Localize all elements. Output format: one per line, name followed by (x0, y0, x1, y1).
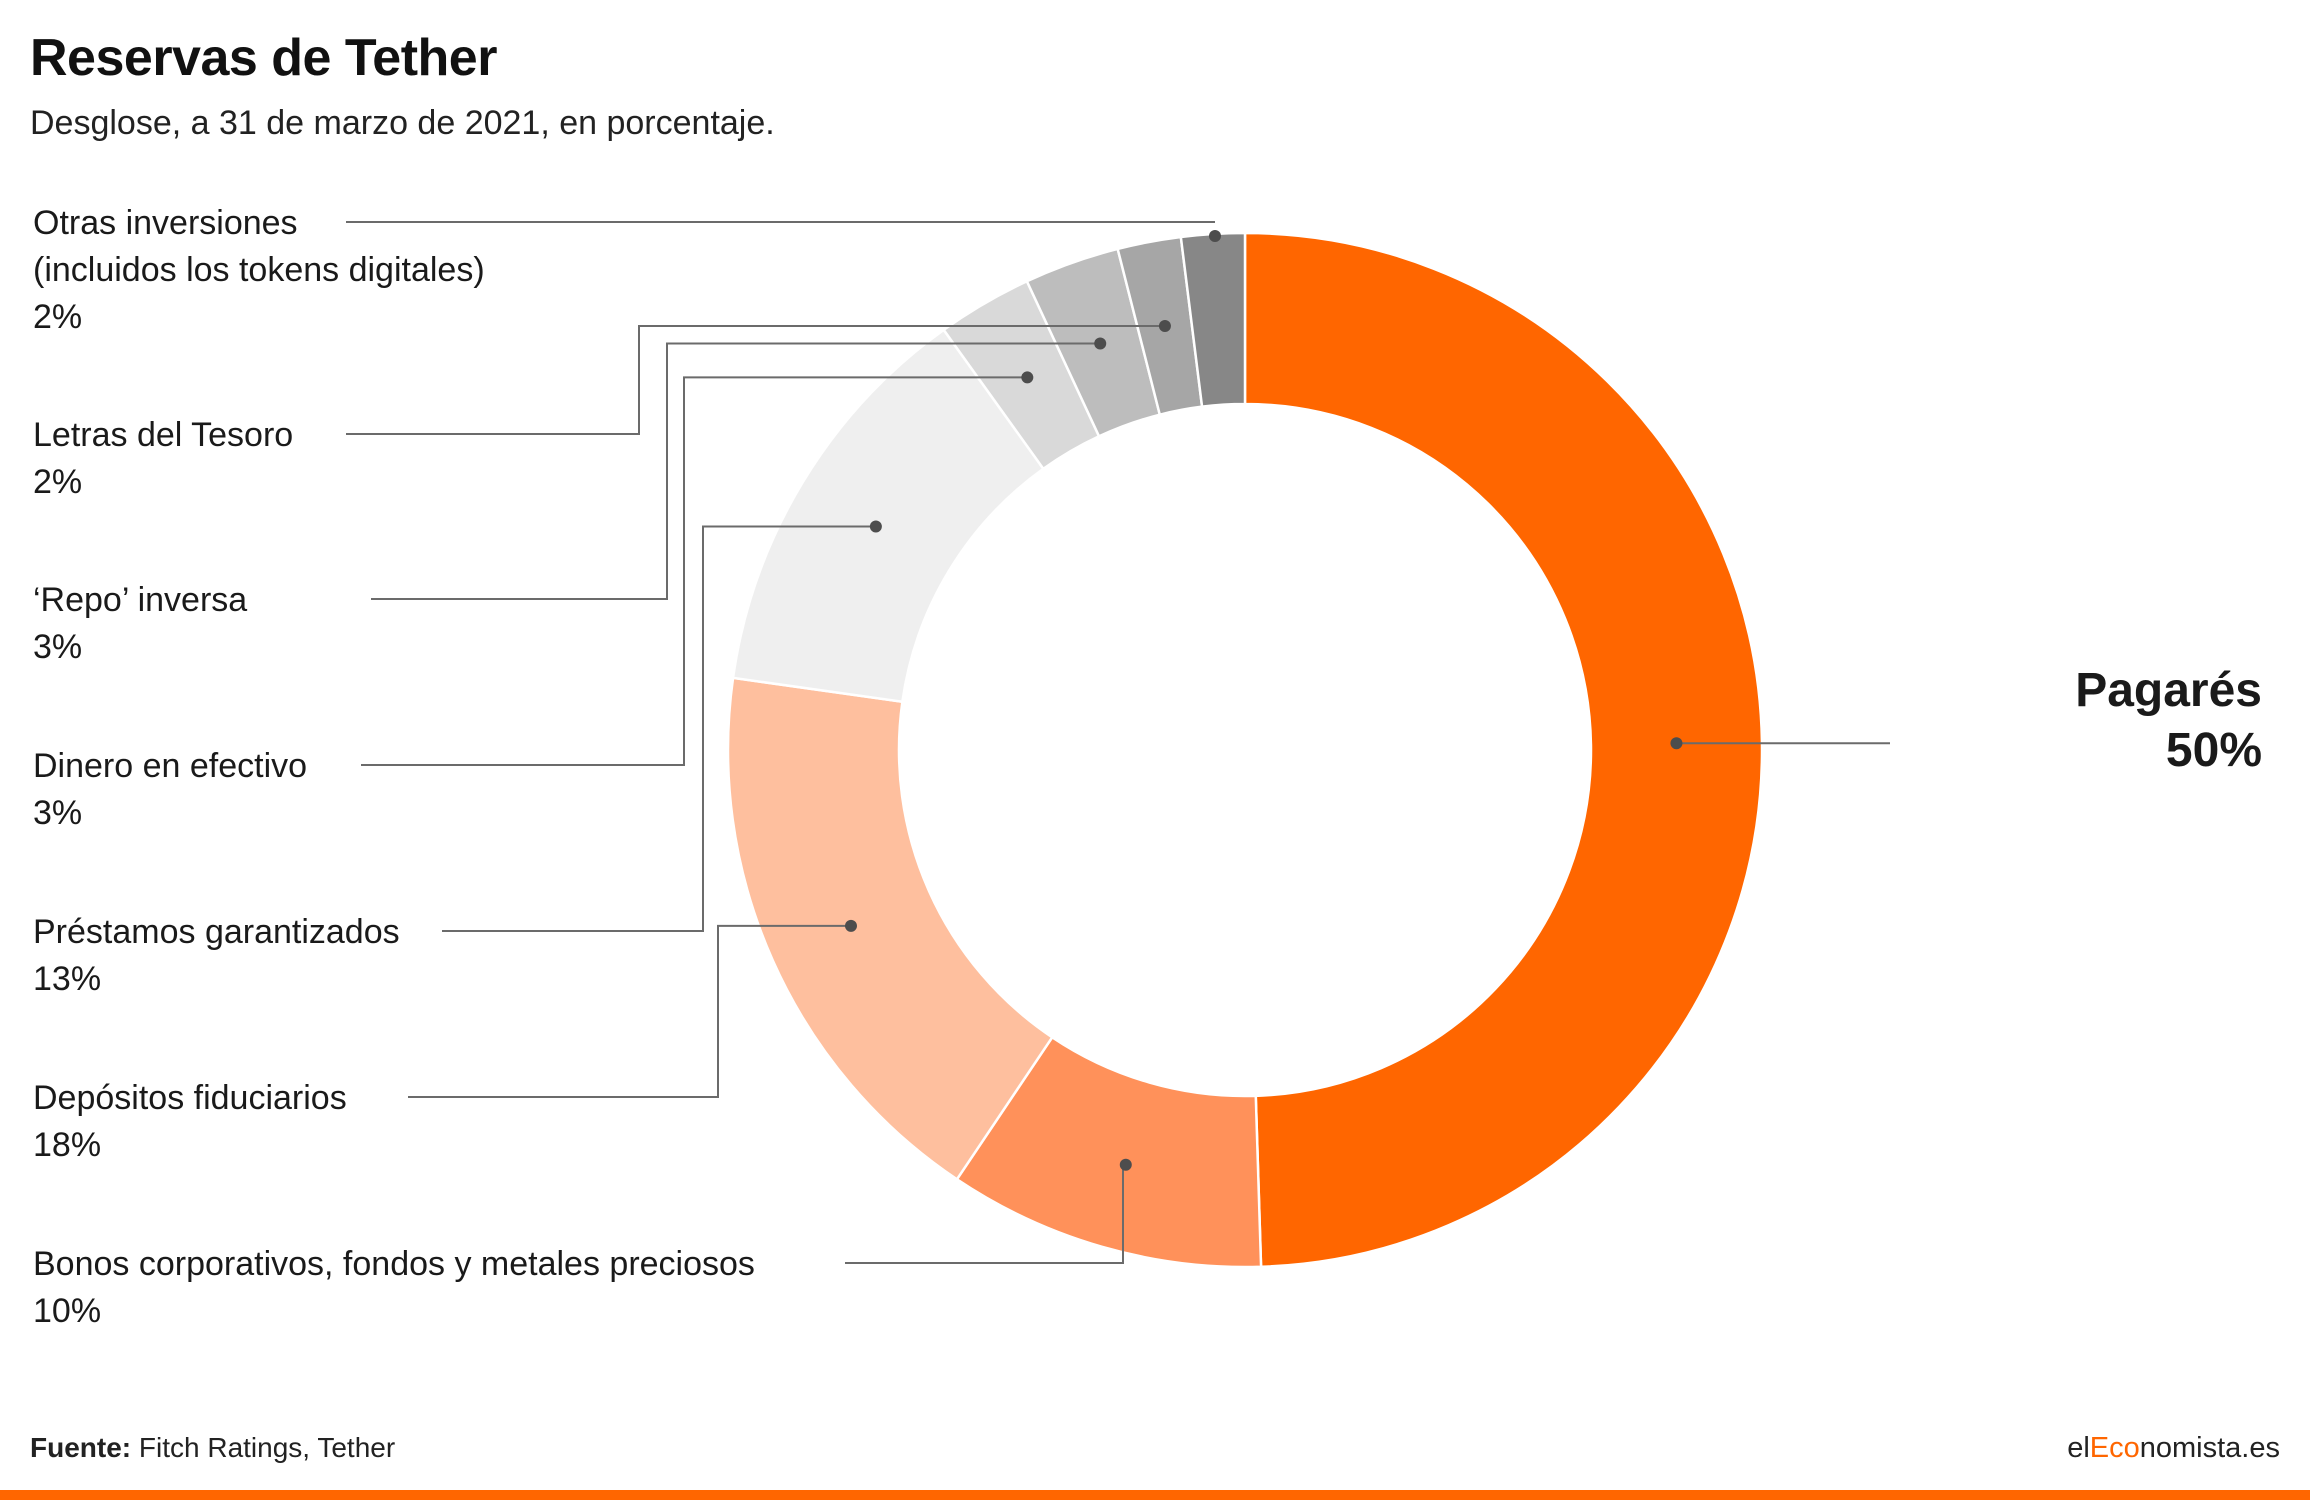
anchor-dot-letras-del-tesoro (1158, 319, 1171, 332)
anchor-dot-repo-inversa (1094, 337, 1107, 350)
slice-otras-inversiones (1179, 231, 1247, 409)
brand-accent: Eco (2089, 1432, 2140, 1464)
brand-prefix: el (2067, 1432, 2090, 1464)
anchor-dot-prestamos-garantizados (869, 520, 882, 533)
value-label-dinero-en-efectivo: 3% (33, 794, 82, 832)
leader-line-depositos-fiduciarios (408, 924, 851, 1098)
label-bonos-corporativos-fondos-y-metales-preciosos: Bonos corporativos, fondos y metales pre… (33, 1245, 755, 1283)
label-repo-inversa: ‘Repo’ inversa (33, 581, 247, 619)
leader-line-prestamos-garantizados (442, 525, 876, 932)
anchor-dot-pagares (1670, 737, 1683, 750)
anchor-dot-bonos-corporativos-fondos-y-metales-preciosos (1119, 1158, 1132, 1171)
value-label-depositos-fiduciarios: 18% (33, 1126, 101, 1164)
label-letras-del-tesoro: Letras del Tesoro (33, 416, 293, 454)
label-depositos-fiduciarios: Depósitos fiduciarios (33, 1079, 347, 1117)
brand-suffix: nomista.es (2139, 1432, 2280, 1464)
value-label-letras-del-tesoro: 2% (33, 463, 82, 501)
chart-title: Reservas de Tether (30, 29, 497, 87)
anchor-dot-otras-inversiones (1209, 230, 1221, 242)
brand-logo: elEconomista.es (2067, 1432, 2280, 1465)
label-dinero-en-efectivo: Dinero en efectivo (33, 747, 307, 785)
chart-subtitle: Desglose, a 31 de marzo de 2021, en porc… (30, 104, 775, 142)
label-otras-inversiones-line-2: (incluidos los tokens digitales) (33, 251, 485, 289)
source-label: Fuente: (30, 1432, 132, 1463)
value-label-bonos-corporativos-fondos-y-metales-preciosos: 10% (33, 1292, 101, 1330)
slice-depositos-fiduciarios (726, 676, 1054, 1182)
leader-line-letras-del-tesoro (346, 324, 1165, 435)
label-prestamos-garantizados: Préstamos garantizados (33, 913, 400, 951)
value-label-otras-inversiones: 2% (33, 298, 82, 336)
bottom-accent-bar (0, 1490, 2310, 1500)
anchor-dot-dinero-en-efectivo (1021, 371, 1034, 384)
label-pagares: Pagarés (2075, 664, 2262, 717)
source-text: Fitch Ratings, Tether (138, 1432, 396, 1463)
value-label-pagares: 50% (2166, 724, 2262, 777)
slice-pagares (1243, 231, 1764, 1269)
anchor-dot-depositos-fiduciarios (844, 919, 857, 932)
leader-line-dinero-en-efectivo (361, 376, 1028, 766)
value-label-prestamos-garantizados: 13% (33, 960, 101, 998)
label-otras-inversiones-line-1: Otras inversiones (33, 204, 298, 242)
leader-line-repo-inversa (371, 342, 1101, 600)
value-label-repo-inversa: 3% (33, 628, 82, 666)
source-note: Fuente: Fitch Ratings, Tether (30, 1432, 395, 1464)
